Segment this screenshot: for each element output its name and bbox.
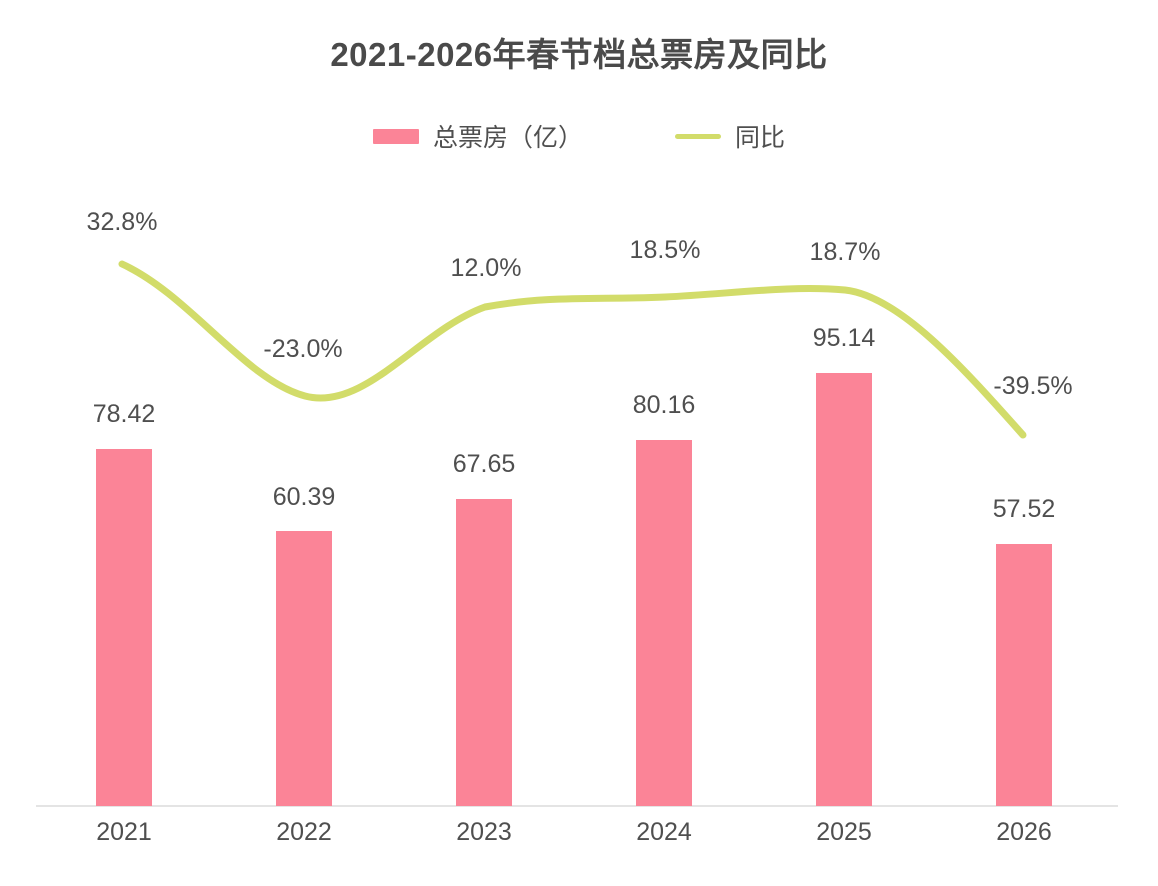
chart-legend: 总票房（亿） 同比 <box>0 118 1158 154</box>
legend-label-total-boxoffice: 总票房（亿） <box>432 124 583 152</box>
x-axis-tick-2026: 2026 <box>996 818 1052 846</box>
line-value-2024: 18.5% <box>629 236 701 264</box>
bar-value-2021: 78.42 <box>92 400 156 428</box>
bar-2022[interactable] <box>276 531 332 806</box>
legend-item-total-boxoffice[interactable]: 总票房（亿） <box>372 118 583 154</box>
legend-bar-swatch-icon <box>372 128 419 144</box>
bar-value-2023: 67.65 <box>452 450 516 478</box>
bar-2023[interactable] <box>456 499 512 806</box>
x-axis-tick-2023: 2023 <box>456 818 512 846</box>
bar-value-2022: 60.39 <box>272 483 336 511</box>
line-value-2023: 12.0% <box>450 254 522 282</box>
line-value-2021: 32.8% <box>86 208 158 236</box>
line-value-2025: 18.7% <box>809 238 881 266</box>
x-axis-tick-2021: 2021 <box>96 818 152 846</box>
line-value-2022: -23.0% <box>263 335 343 363</box>
bar-2024[interactable] <box>636 440 692 806</box>
line-value-2026: -39.5% <box>993 372 1073 400</box>
bar-2025[interactable] <box>816 373 872 806</box>
legend-label-yoy: 同比 <box>735 124 786 152</box>
chart-title: 2021-2026年春节档总票房及同比 <box>330 36 828 73</box>
x-axis-tick-2022: 2022 <box>276 818 332 846</box>
x-axis-tick-2024: 2024 <box>636 818 692 846</box>
bar-value-2024: 80.16 <box>632 391 696 419</box>
bar-value-2025: 95.14 <box>812 324 876 352</box>
legend-item-yoy[interactable]: 同比 <box>675 118 785 154</box>
bar-value-2026: 57.52 <box>992 495 1056 523</box>
legend-line-swatch-icon <box>675 133 721 139</box>
bar-2026[interactable] <box>996 544 1052 806</box>
x-axis-line <box>36 805 1118 807</box>
bar-2021[interactable] <box>96 449 152 806</box>
x-axis-tick-2025: 2025 <box>816 818 872 846</box>
